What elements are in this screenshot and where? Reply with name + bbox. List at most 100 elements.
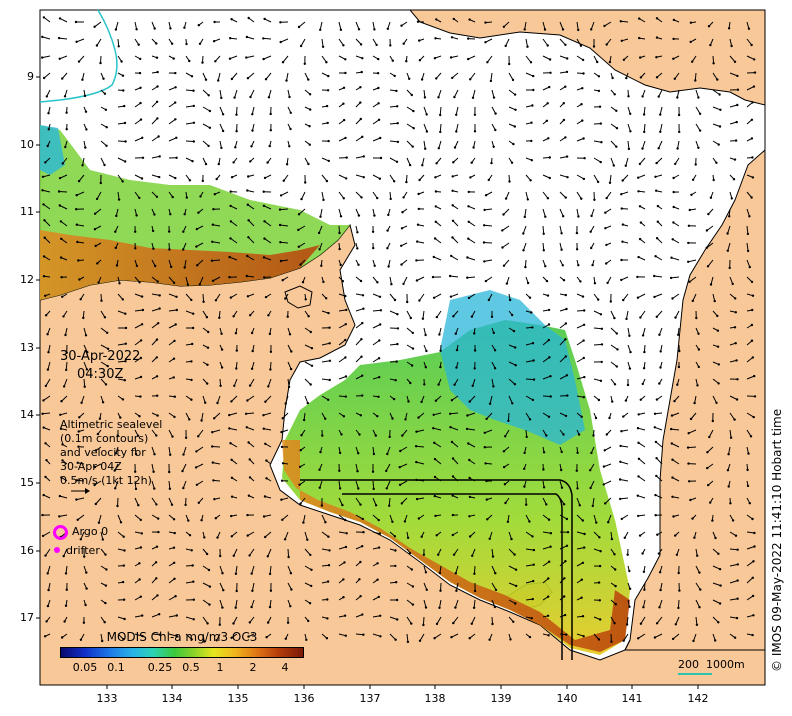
velocity-arrow xyxy=(525,548,534,551)
velocity-arrow-head xyxy=(733,60,737,63)
velocity-arrow-head xyxy=(638,162,642,166)
velocity-arrow-head xyxy=(562,102,565,105)
velocity-arrow-head xyxy=(308,143,311,146)
velocity-arrow xyxy=(338,309,347,312)
velocity-arrow-head xyxy=(600,343,604,346)
velocity-arrow-head xyxy=(405,180,408,184)
velocity-arrow-head xyxy=(394,638,397,641)
velocity-arrow-head xyxy=(192,121,196,125)
velocity-arrow xyxy=(654,275,663,278)
velocity-arrow-head xyxy=(359,101,362,104)
velocity-arrow-head xyxy=(182,486,185,490)
velocity-arrow xyxy=(372,514,380,521)
velocity-arrow-head xyxy=(437,383,440,386)
velocity-arrow-head xyxy=(251,349,254,353)
velocity-arrow-head xyxy=(362,307,365,310)
velocity-arrow-head xyxy=(328,378,331,382)
velocity-arrow-head xyxy=(415,430,418,433)
y-tick-9: 9 xyxy=(27,70,34,83)
velocity-arrow-head xyxy=(299,449,302,452)
velocity-arrow-head xyxy=(564,560,567,563)
velocity-arrow-head xyxy=(338,247,341,251)
velocity-arrow xyxy=(233,548,238,556)
velocity-arrow-head xyxy=(749,435,753,438)
velocity-arrow-head xyxy=(213,498,216,501)
velocity-arrow-head xyxy=(708,435,711,439)
velocity-arrow-head xyxy=(95,44,99,47)
velocity-arrow xyxy=(372,497,377,506)
velocity-arrow xyxy=(712,599,721,604)
velocity-arrow-head xyxy=(547,577,550,580)
velocity-arrow-head xyxy=(122,535,125,538)
velocity-arrow-head xyxy=(136,434,140,437)
velocity-arrow-head xyxy=(361,57,364,60)
velocity-arrow xyxy=(729,548,738,551)
velocity-arrow-head xyxy=(532,548,536,552)
colorbar-tick-0.05: 0.05 xyxy=(72,661,98,674)
velocity-arrow-head xyxy=(280,479,284,482)
velocity-arrow-head xyxy=(423,383,426,386)
velocity-arrow-head xyxy=(629,130,632,133)
velocity-arrow xyxy=(434,238,442,244)
velocity-arrow-head xyxy=(379,614,382,617)
velocity-arrow-head xyxy=(709,43,712,47)
velocity-arrow xyxy=(355,174,364,178)
velocity-arrow-head xyxy=(688,480,691,483)
velocity-arrow-head xyxy=(158,307,161,310)
velocity-arrow xyxy=(486,55,493,63)
velocity-arrow-head xyxy=(325,297,328,300)
velocity-arrow xyxy=(298,242,306,248)
velocity-arrow-head xyxy=(579,280,582,283)
velocity-arrow xyxy=(468,221,476,227)
velocity-arrow xyxy=(230,221,238,227)
velocity-arrow-head xyxy=(691,517,694,520)
velocity-arrow-head xyxy=(207,568,211,572)
velocity-arrow-head xyxy=(307,78,310,81)
altimetry-line-1: Altimetric sealevel xyxy=(60,418,163,431)
velocity-arrow-head xyxy=(656,220,659,223)
velocity-arrow-head xyxy=(513,553,516,556)
velocity-arrow-head xyxy=(115,214,118,218)
velocity-arrow-head xyxy=(361,135,364,138)
velocity-arrow-head xyxy=(746,468,749,472)
velocity-arrow-head xyxy=(158,294,161,297)
velocity-arrow-head xyxy=(140,295,144,298)
velocity-arrow-head xyxy=(284,402,287,405)
velocity-arrow-head xyxy=(455,348,459,352)
velocity-arrow-head xyxy=(344,545,348,549)
velocity-arrow-head xyxy=(357,487,360,490)
velocity-arrow xyxy=(76,497,85,501)
velocity-arrow-head xyxy=(387,213,390,217)
velocity-arrow-head xyxy=(173,415,176,419)
velocity-arrow xyxy=(247,255,255,261)
velocity-arrow-head xyxy=(134,470,137,473)
velocity-arrow-head xyxy=(543,28,547,31)
velocity-arrow xyxy=(712,582,721,587)
velocity-arrow-head xyxy=(532,359,535,362)
velocity-arrow-head xyxy=(202,300,205,303)
velocity-arrow-head xyxy=(153,213,156,216)
velocity-arrow-head xyxy=(104,553,107,556)
velocity-arrow-head xyxy=(593,198,596,201)
velocity-arrow-head xyxy=(103,163,106,167)
velocity-arrow xyxy=(559,338,566,346)
velocity-arrow-head xyxy=(114,487,117,490)
velocity-arrow xyxy=(284,531,289,540)
velocity-arrow xyxy=(94,21,102,28)
velocity-arrow xyxy=(609,174,612,183)
velocity-arrow-head xyxy=(155,56,159,59)
velocity-arrow-head xyxy=(228,427,231,430)
velocity-arrow-head xyxy=(581,87,584,90)
velocity-arrow-head xyxy=(466,414,469,417)
velocity-arrow-head xyxy=(659,366,662,369)
velocity-arrow-head xyxy=(409,381,412,385)
velocity-arrow xyxy=(593,633,600,640)
velocity-arrow-head xyxy=(468,458,471,462)
velocity-arrow-head xyxy=(106,364,109,368)
velocity-arrow xyxy=(248,219,255,227)
velocity-arrow-head xyxy=(359,86,362,89)
velocity-arrow-head xyxy=(61,77,64,80)
velocity-arrow-head xyxy=(654,255,657,258)
velocity-arrow xyxy=(473,599,476,608)
velocity-arrow-head xyxy=(139,395,142,398)
